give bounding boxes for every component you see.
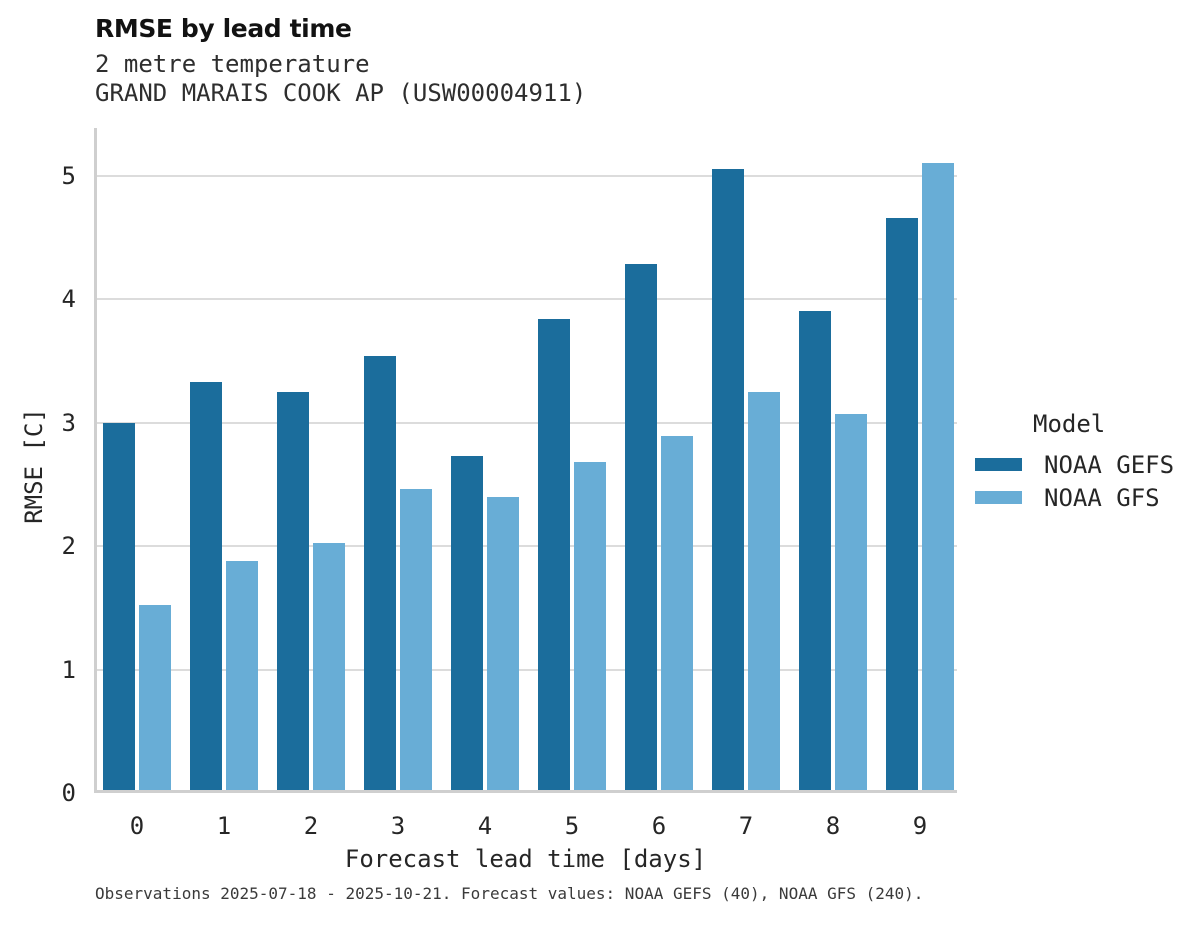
legend-label-noaa-gfs: NOAA GFS xyxy=(1044,483,1160,512)
bar-noaa-gefs-lead-6 xyxy=(625,264,657,793)
chart-subtitle-station: GRAND MARAIS COOK AP (USW00004911) xyxy=(95,79,587,107)
legend-swatch-noaa-gfs xyxy=(975,491,1022,504)
y-tick-label-3: 3 xyxy=(61,408,76,437)
y-axis-title: RMSE [C] xyxy=(2,318,66,613)
legend-label-noaa-gefs: NOAA GEFS xyxy=(1044,450,1175,479)
x-tick-label-6: 6 xyxy=(651,812,667,840)
x-tick-label-2: 2 xyxy=(303,812,319,840)
y-tick-label-1: 1 xyxy=(61,655,76,684)
gridline-y-5 xyxy=(94,175,957,178)
x-tick-label-8: 8 xyxy=(825,812,841,840)
bar-noaa-gfs-lead-2 xyxy=(313,543,345,793)
legend-entry-noaa-gefs: NOAA GEFS xyxy=(975,448,1174,481)
y-tick-label-4: 4 xyxy=(61,285,76,314)
gridline-y-2 xyxy=(94,545,957,548)
bar-noaa-gfs-lead-5 xyxy=(574,462,606,793)
plot-area xyxy=(94,128,957,793)
bar-noaa-gefs-lead-8 xyxy=(799,311,831,793)
chart-subtitle-variable: 2 metre temperature xyxy=(95,50,370,78)
gridline-y-1 xyxy=(94,668,957,671)
gridline-y-3 xyxy=(94,421,957,424)
bar-noaa-gfs-lead-7 xyxy=(748,392,780,793)
x-tick-label-0: 0 xyxy=(129,812,145,840)
x-tick-label-7: 7 xyxy=(738,812,754,840)
bar-noaa-gfs-lead-4 xyxy=(487,497,519,793)
legend-entries: NOAA GEFS NOAA GFS xyxy=(975,448,1174,514)
bar-noaa-gefs-lead-9 xyxy=(886,218,918,793)
chart-title: RMSE by lead time xyxy=(95,14,352,43)
footnote: Observations 2025-07-18 - 2025-10-21. Fo… xyxy=(95,884,924,903)
y-axis-spine xyxy=(94,128,97,793)
bar-noaa-gefs-lead-0 xyxy=(103,423,135,793)
x-tick-label-9: 9 xyxy=(912,812,928,840)
x-axis-title: Forecast lead time [days] xyxy=(344,845,707,873)
y-tick-label-2: 2 xyxy=(61,532,76,561)
bar-noaa-gfs-lead-3 xyxy=(400,489,432,793)
bar-noaa-gefs-lead-4 xyxy=(451,456,483,793)
gridline-y-4 xyxy=(94,298,957,301)
x-tick-label-3: 3 xyxy=(390,812,406,840)
bar-noaa-gfs-lead-0 xyxy=(139,605,171,793)
bar-noaa-gefs-lead-5 xyxy=(538,319,570,793)
legend-title: Model xyxy=(1033,410,1106,438)
bar-noaa-gfs-lead-1 xyxy=(226,561,258,793)
y-tick-label-0: 0 xyxy=(61,779,76,807)
x-axis-spine xyxy=(94,790,957,793)
x-tick-label-4: 4 xyxy=(477,812,493,840)
legend: Model NOAA GEFS NOAA GFS xyxy=(975,410,1174,514)
bar-noaa-gefs-lead-3 xyxy=(364,356,396,793)
bar-noaa-gfs-lead-8 xyxy=(835,414,867,793)
bar-noaa-gfs-lead-6 xyxy=(661,436,693,793)
bar-noaa-gefs-lead-1 xyxy=(190,382,222,793)
x-tick-label-1: 1 xyxy=(216,812,232,840)
x-tick-label-5: 5 xyxy=(564,812,580,840)
y-tick-label-5: 5 xyxy=(61,162,76,191)
legend-entry-noaa-gfs: NOAA GFS xyxy=(975,481,1174,514)
bar-noaa-gfs-lead-9 xyxy=(922,163,954,793)
bar-noaa-gefs-lead-7 xyxy=(712,169,744,793)
bar-noaa-gefs-lead-2 xyxy=(277,392,309,793)
legend-swatch-noaa-gefs xyxy=(975,458,1022,471)
